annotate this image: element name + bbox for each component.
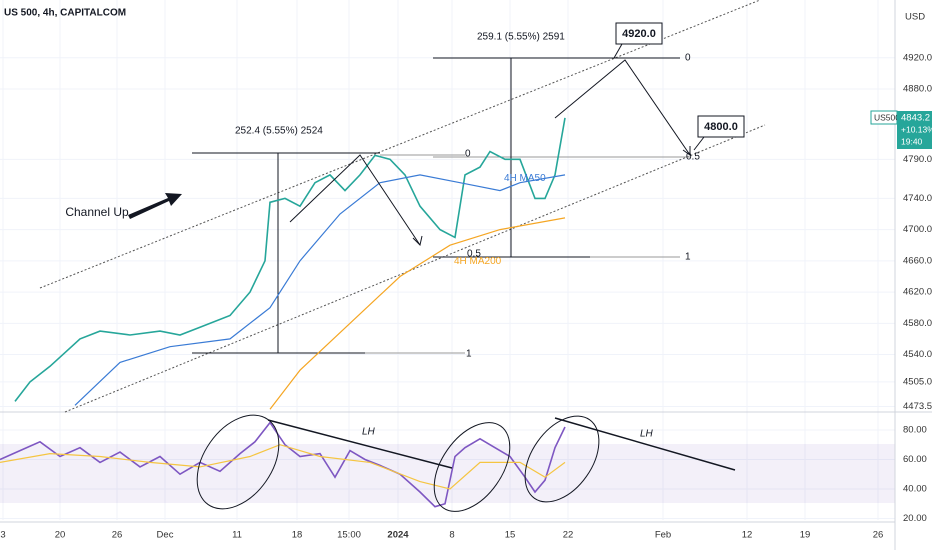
channel-label: Channel Up bbox=[65, 205, 129, 219]
x-tick-label: 2024 bbox=[387, 530, 409, 541]
series-line bbox=[0, 421, 566, 508]
lh-label: LH bbox=[640, 429, 654, 440]
target-label: 4920.0 bbox=[622, 28, 656, 40]
x-tick-label: 12 bbox=[742, 530, 753, 541]
last-price: 4843.2 bbox=[901, 113, 930, 124]
measure-label: 259.1 (5.55%) 2591 bbox=[477, 32, 565, 43]
lh-label: LH bbox=[362, 427, 376, 438]
price-change: +10.13% bbox=[901, 124, 932, 134]
y-tick-label: 4580.0 bbox=[903, 318, 932, 329]
y-tick-label: 20.00 bbox=[903, 513, 927, 524]
y-tick-label: 4790.0 bbox=[903, 154, 932, 165]
y-tick-label: 4700.0 bbox=[903, 224, 932, 235]
y-tick-label: 4740.0 bbox=[903, 193, 932, 204]
series-label: 4H MA200 bbox=[454, 256, 502, 267]
y-tick-label: 60.00 bbox=[903, 454, 927, 465]
measure-label: 252.4 (5.55%) 2524 bbox=[235, 126, 323, 137]
plot: 4H MA50 4H MA200 bbox=[0, 117, 566, 508]
y-tick-label: 4920.0 bbox=[903, 52, 932, 63]
x-tick-label: 11 bbox=[232, 530, 242, 541]
y-tick-label: 4880.0 bbox=[903, 84, 932, 95]
target-box bbox=[615, 22, 663, 45]
fib-label: 0.5 bbox=[467, 249, 481, 260]
y-tick-label: 40.00 bbox=[903, 484, 927, 495]
x-tick-label: 8 bbox=[449, 530, 454, 541]
grid bbox=[0, 0, 895, 520]
y-tick-label: 4660.0 bbox=[903, 255, 932, 266]
x-tick-label: 15:00 bbox=[337, 530, 361, 541]
callout-pointer bbox=[693, 136, 705, 151]
y-tick-label: 4473.5 bbox=[903, 401, 932, 412]
x-tick-label: 15 bbox=[505, 530, 516, 541]
callout-pointer bbox=[613, 43, 623, 59]
fib-lines bbox=[192, 57, 690, 354]
x-tick-label: 18 bbox=[292, 530, 303, 541]
fib-label: 0 bbox=[465, 149, 471, 160]
y-tick-label: 4620.0 bbox=[903, 287, 932, 298]
series-line bbox=[269, 217, 566, 410]
fib-label: 0 bbox=[685, 53, 691, 64]
x-tick-label: 26 bbox=[873, 530, 884, 541]
channel-arrow bbox=[128, 193, 182, 219]
target-box bbox=[697, 115, 745, 138]
x-tick-label: 19 bbox=[800, 530, 811, 541]
channel-upper bbox=[39, 0, 761, 289]
price-badge bbox=[897, 111, 932, 149]
y-tick-label: 80.00 bbox=[903, 424, 927, 435]
x-tick-label: 22 bbox=[563, 530, 574, 541]
series-line bbox=[14, 117, 566, 402]
target-label: 4800.0 bbox=[704, 121, 738, 133]
x-tick-label: Dec bbox=[157, 530, 174, 541]
currency: USD bbox=[905, 12, 925, 23]
x-tick-label: Feb bbox=[655, 530, 671, 541]
x-tick-label: 20 bbox=[55, 530, 66, 541]
series-label: 4H MA50 bbox=[504, 173, 546, 184]
countdown: 19:40 bbox=[901, 136, 923, 146]
y-tick-label: 4540.0 bbox=[903, 349, 932, 360]
fib-label: 1 bbox=[466, 349, 472, 360]
x-tick-label: 26 bbox=[112, 530, 123, 541]
fib-label: 0.5 bbox=[686, 152, 700, 163]
y-tick-label: 4505.0 bbox=[903, 376, 932, 387]
series-line bbox=[74, 174, 566, 406]
series-line bbox=[0, 444, 566, 490]
chart-title: US 500, 4h, CAPITALCOM bbox=[4, 8, 126, 19]
fib-label: 1 bbox=[685, 252, 691, 263]
x-tick-label: 3 bbox=[0, 530, 5, 541]
symbol: US500 bbox=[874, 112, 900, 122]
drawings bbox=[196, 59, 736, 512]
